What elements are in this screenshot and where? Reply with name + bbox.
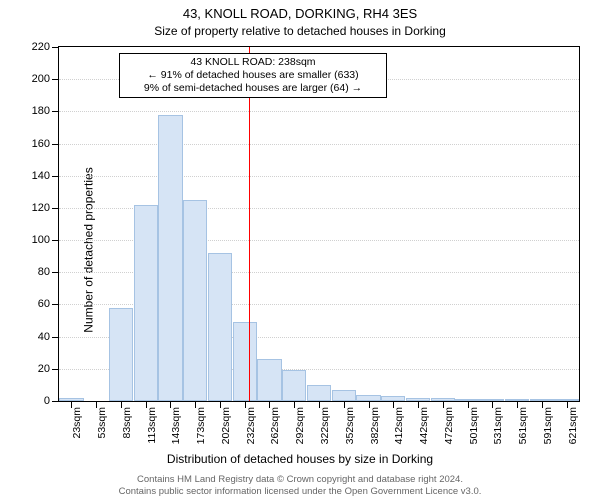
x-tick-label: 173sqm bbox=[195, 407, 207, 444]
y-tick bbox=[52, 47, 58, 48]
histogram-bar bbox=[554, 399, 578, 401]
histogram-bar bbox=[183, 200, 207, 401]
y-tick-label: 80 bbox=[38, 266, 50, 278]
y-tick bbox=[52, 144, 58, 145]
y-tick bbox=[52, 337, 58, 338]
x-tick-label: 442sqm bbox=[418, 407, 430, 444]
gridline bbox=[59, 111, 579, 112]
x-tick-label: 202sqm bbox=[220, 407, 232, 444]
histogram-bar bbox=[59, 398, 83, 401]
x-tick-label: 621sqm bbox=[567, 407, 579, 444]
annotation-line-2: ← 91% of detached houses are smaller (63… bbox=[124, 69, 382, 82]
y-tick bbox=[52, 240, 58, 241]
y-tick-label: 0 bbox=[44, 395, 50, 407]
x-tick-label: 561sqm bbox=[517, 407, 529, 444]
x-tick-label: 322sqm bbox=[319, 407, 331, 444]
histogram-bar bbox=[332, 390, 356, 401]
y-tick-label: 220 bbox=[32, 41, 50, 53]
gridline bbox=[59, 144, 579, 145]
histogram-bar bbox=[505, 399, 529, 401]
histogram-bar bbox=[381, 396, 405, 401]
footer-line-2: Contains public sector information licen… bbox=[0, 486, 600, 498]
x-tick-label: 143sqm bbox=[170, 407, 182, 444]
y-tick bbox=[52, 176, 58, 177]
histogram-bar bbox=[233, 322, 257, 401]
y-tick bbox=[52, 304, 58, 305]
x-tick-label: 412sqm bbox=[393, 407, 405, 444]
histogram-bar bbox=[282, 370, 306, 401]
histogram-bar bbox=[530, 399, 554, 401]
annotation-line-3: 9% of semi-detached houses are larger (6… bbox=[124, 82, 382, 95]
histogram-bar bbox=[356, 395, 380, 401]
x-tick-label: 472sqm bbox=[443, 407, 455, 444]
x-tick-label: 83sqm bbox=[121, 407, 133, 439]
gridline bbox=[59, 176, 579, 177]
y-tick-label: 180 bbox=[32, 105, 50, 117]
histogram-bar bbox=[406, 398, 430, 401]
histogram-plot: 02040608010012014016018020022023sqm53sqm… bbox=[58, 46, 580, 402]
y-tick-label: 20 bbox=[38, 363, 50, 375]
histogram-bar bbox=[134, 205, 158, 401]
y-tick bbox=[52, 272, 58, 273]
y-tick-label: 60 bbox=[38, 298, 50, 310]
histogram-bar bbox=[257, 359, 281, 401]
x-tick-label: 352sqm bbox=[344, 407, 356, 444]
x-tick-label: 591sqm bbox=[542, 407, 554, 444]
histogram-bar bbox=[455, 399, 479, 401]
x-tick-label: 23sqm bbox=[71, 407, 83, 439]
histogram-bar bbox=[480, 399, 504, 401]
y-tick bbox=[52, 79, 58, 80]
y-tick bbox=[52, 369, 58, 370]
footer-attribution: Contains HM Land Registry data © Crown c… bbox=[0, 474, 600, 498]
page-title: 43, KNOLL ROAD, DORKING, RH4 3ES bbox=[0, 6, 600, 21]
x-tick-label: 501sqm bbox=[468, 407, 480, 444]
y-tick-label: 160 bbox=[32, 138, 50, 150]
y-tick bbox=[52, 111, 58, 112]
annotation-box: 43 KNOLL ROAD: 238sqm← 91% of detached h… bbox=[119, 53, 387, 98]
x-tick-label: 232sqm bbox=[245, 407, 257, 444]
y-tick-label: 100 bbox=[32, 234, 50, 246]
y-tick-label: 120 bbox=[32, 202, 50, 214]
x-tick-label: 382sqm bbox=[369, 407, 381, 444]
x-tick-label: 292sqm bbox=[294, 407, 306, 444]
y-tick-label: 200 bbox=[32, 73, 50, 85]
x-tick-label: 262sqm bbox=[269, 407, 281, 444]
y-tick-label: 40 bbox=[38, 331, 50, 343]
histogram-bar bbox=[158, 115, 182, 401]
page-subtitle: Size of property relative to detached ho… bbox=[0, 24, 600, 38]
x-tick-label: 53sqm bbox=[96, 407, 108, 439]
histogram-bar bbox=[208, 253, 232, 401]
x-tick-label: 531sqm bbox=[492, 407, 504, 444]
histogram-bar bbox=[109, 308, 133, 401]
histogram-bar bbox=[431, 398, 455, 401]
y-tick-label: 140 bbox=[32, 170, 50, 182]
y-tick bbox=[52, 401, 58, 402]
x-tick-label: 113sqm bbox=[146, 407, 158, 444]
footer-line-1: Contains HM Land Registry data © Crown c… bbox=[0, 474, 600, 486]
marker-line bbox=[249, 47, 250, 401]
x-axis-label: Distribution of detached houses by size … bbox=[0, 452, 600, 466]
histogram-bar bbox=[307, 385, 331, 401]
annotation-line-1: 43 KNOLL ROAD: 238sqm bbox=[124, 56, 382, 69]
y-tick bbox=[52, 208, 58, 209]
